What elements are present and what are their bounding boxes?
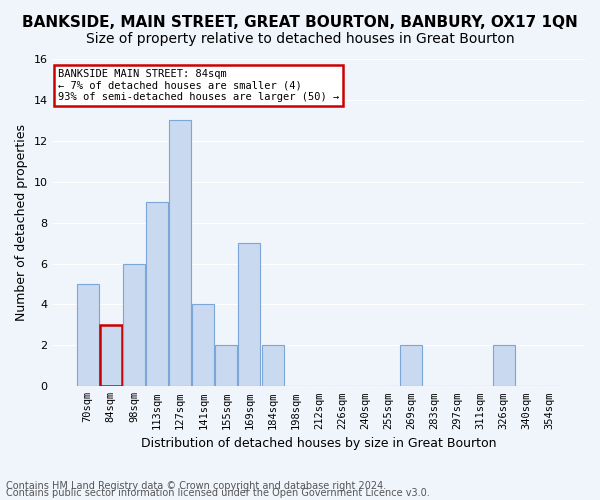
Bar — [146, 202, 168, 386]
Bar — [400, 346, 422, 387]
Bar — [123, 264, 145, 386]
Bar — [192, 304, 214, 386]
Bar — [169, 120, 191, 386]
Bar — [215, 346, 238, 387]
Bar — [493, 346, 515, 387]
Bar — [100, 325, 122, 386]
Text: Contains public sector information licensed under the Open Government Licence v3: Contains public sector information licen… — [6, 488, 430, 498]
Text: BANKSIDE MAIN STREET: 84sqm
← 7% of detached houses are smaller (4)
93% of semi-: BANKSIDE MAIN STREET: 84sqm ← 7% of deta… — [58, 69, 339, 102]
Y-axis label: Number of detached properties: Number of detached properties — [15, 124, 28, 321]
Text: Size of property relative to detached houses in Great Bourton: Size of property relative to detached ho… — [86, 32, 514, 46]
Text: Contains HM Land Registry data © Crown copyright and database right 2024.: Contains HM Land Registry data © Crown c… — [6, 481, 386, 491]
Bar — [238, 243, 260, 386]
Bar — [77, 284, 98, 386]
Bar — [262, 346, 284, 387]
X-axis label: Distribution of detached houses by size in Great Bourton: Distribution of detached houses by size … — [141, 437, 497, 450]
Text: BANKSIDE, MAIN STREET, GREAT BOURTON, BANBURY, OX17 1QN: BANKSIDE, MAIN STREET, GREAT BOURTON, BA… — [22, 15, 578, 30]
